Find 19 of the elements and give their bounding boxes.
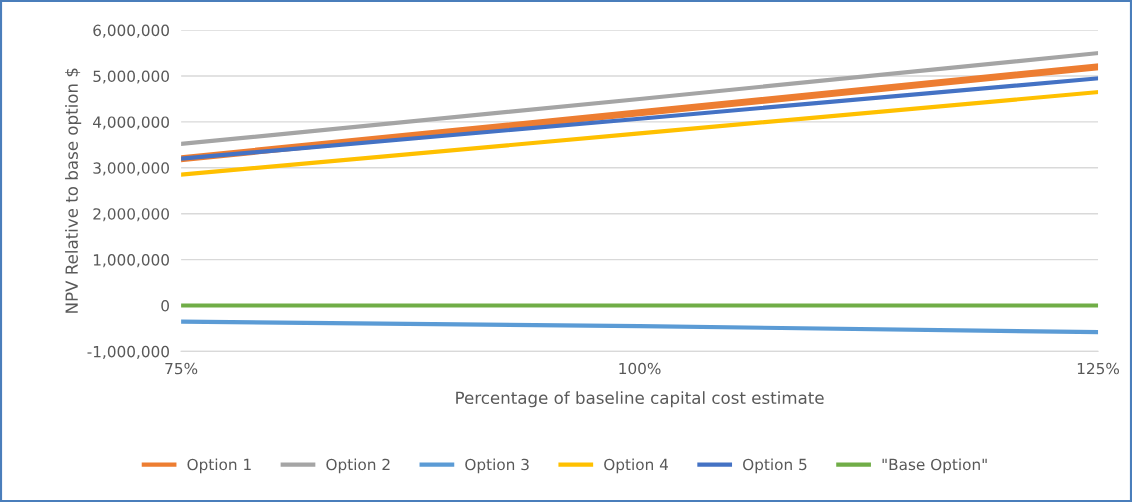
y-tick-label: 2,000,000	[93, 208, 169, 222]
legend-label: Option 5	[743, 458, 807, 474]
y-tick-label: 1,000,000	[93, 254, 169, 268]
y-tick-label: 3,000,000	[93, 162, 169, 176]
y-tick-label: 4,000,000	[93, 116, 169, 130]
legend-label: Option 1	[187, 458, 251, 474]
x-tick-label: 125%	[1077, 362, 1120, 375]
y-tick-label: -1,000,000	[87, 345, 169, 359]
legend-label: Option 2	[326, 458, 390, 474]
y-axis-title: NPV Relative to base option $	[65, 68, 82, 313]
y-tick-label: 5,000,000	[93, 70, 169, 84]
legend-label: Option 4	[604, 458, 668, 474]
x-tick-label: 75%	[165, 362, 198, 375]
legend-label: "Base Option"	[882, 458, 987, 474]
x-tick-label: 100%	[619, 362, 661, 375]
x-axis-title: Percentage of baseline capital cost estimate	[456, 391, 824, 408]
y-tick-label: 6,000,000	[93, 24, 169, 38]
y-tick-label: 0	[161, 299, 169, 312]
legend-label: Option 3	[465, 458, 529, 474]
